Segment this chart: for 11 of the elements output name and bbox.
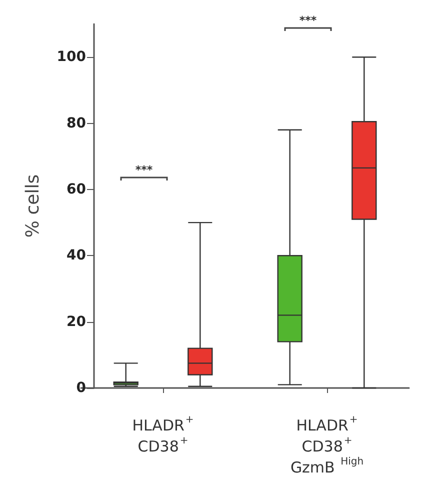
category-label: HLADR+ CD38+ GzmB High [290, 414, 364, 476]
y-tick-label: 60 [66, 181, 86, 198]
y-tick-label: 40 [66, 248, 86, 264]
annotation: *** [135, 164, 153, 177]
y-axis-title: % cells [22, 174, 44, 238]
y-tick-label: 20 [66, 314, 86, 330]
y-tick-label: 0 [76, 380, 86, 396]
category-label: HLADR+ CD38+ [132, 414, 194, 456]
y-tick-label: 80 [66, 115, 86, 132]
y-tick-label: 100 [56, 49, 86, 66]
annotation: *** [299, 14, 317, 27]
